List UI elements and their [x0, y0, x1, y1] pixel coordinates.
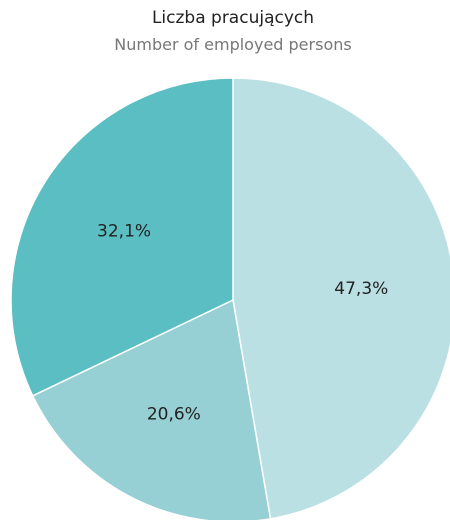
- slice-label-2: 20,6%: [147, 404, 201, 424]
- pie-labels: 47,3% 20,6% 32,1%: [97, 221, 388, 424]
- slice-label-1: 47,3%: [334, 279, 388, 299]
- pie-slice-1: [232, 77, 450, 520]
- slice-label-3: 32,1%: [97, 221, 151, 241]
- chart-subtitle: Number of employed persons: [114, 35, 352, 54]
- pie-slice-3: [10, 77, 234, 397]
- chart-title: Liczba pracujących: [151, 8, 315, 28]
- pie-slices: [10, 77, 450, 520]
- pie-slice-2: [31, 298, 272, 520]
